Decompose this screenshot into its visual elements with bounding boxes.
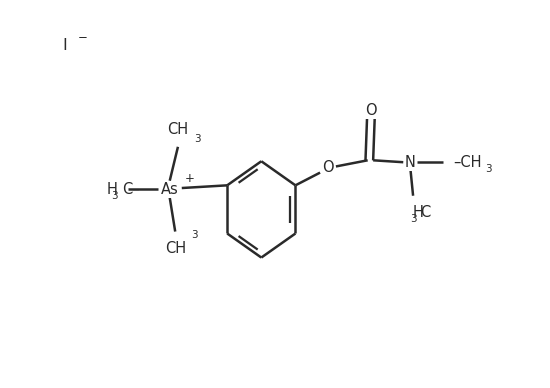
Text: 3: 3 — [191, 230, 198, 241]
Text: As: As — [161, 182, 179, 197]
Text: 3: 3 — [194, 134, 201, 144]
Text: 3: 3 — [111, 191, 118, 201]
Text: 3: 3 — [410, 214, 417, 224]
Text: N: N — [405, 155, 416, 170]
Text: O: O — [365, 103, 377, 118]
Text: H: H — [107, 182, 118, 197]
Text: CH: CH — [164, 241, 186, 256]
Text: +: + — [184, 172, 194, 185]
Text: I: I — [62, 38, 67, 53]
Text: −: − — [78, 31, 88, 44]
Text: C–: C– — [122, 182, 140, 197]
Text: 3: 3 — [485, 164, 491, 174]
Text: C: C — [420, 204, 430, 220]
Text: CH: CH — [167, 122, 189, 137]
Text: –CH: –CH — [454, 155, 482, 170]
Text: H: H — [413, 204, 424, 220]
Text: O: O — [322, 161, 334, 175]
